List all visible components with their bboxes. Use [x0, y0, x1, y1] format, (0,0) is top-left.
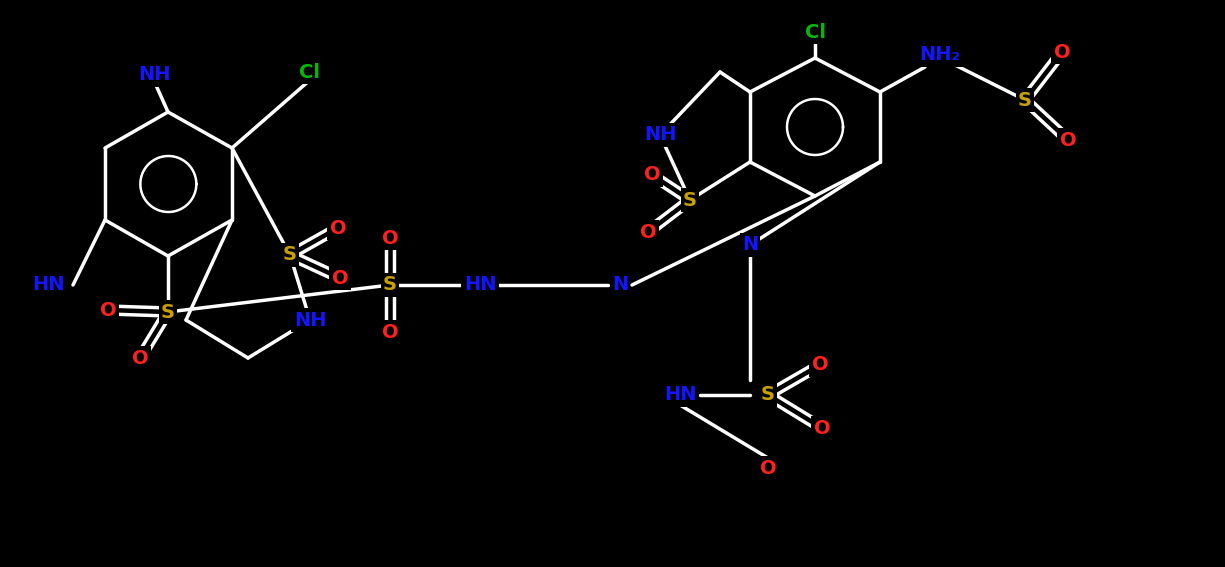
Text: HN: HN	[664, 386, 696, 404]
Text: O: O	[132, 349, 148, 367]
Text: O: O	[760, 459, 777, 477]
Text: Cl: Cl	[299, 62, 321, 82]
Text: O: O	[382, 323, 398, 341]
Text: S: S	[1018, 91, 1031, 109]
Text: O: O	[99, 301, 116, 319]
Text: NH₂: NH₂	[920, 45, 960, 65]
Text: O: O	[812, 356, 828, 374]
Text: O: O	[813, 418, 831, 438]
Text: S: S	[283, 246, 296, 264]
Text: NH: NH	[644, 125, 676, 145]
Text: N: N	[611, 276, 628, 294]
Text: N: N	[742, 235, 758, 255]
Text: O: O	[639, 222, 657, 242]
Text: O: O	[1054, 43, 1071, 61]
Text: O: O	[643, 166, 660, 184]
Text: HN: HN	[32, 276, 64, 294]
Text: S: S	[684, 191, 697, 209]
Text: Cl: Cl	[805, 23, 826, 41]
Text: HN: HN	[464, 276, 496, 294]
Text: S: S	[761, 386, 775, 404]
Text: NH: NH	[294, 311, 326, 329]
Text: O: O	[382, 229, 398, 248]
Text: S: S	[160, 303, 175, 321]
Text: O: O	[1060, 130, 1077, 150]
Text: S: S	[383, 276, 397, 294]
Text: O: O	[332, 269, 348, 287]
Text: NH: NH	[138, 66, 172, 84]
Text: O: O	[330, 218, 347, 238]
